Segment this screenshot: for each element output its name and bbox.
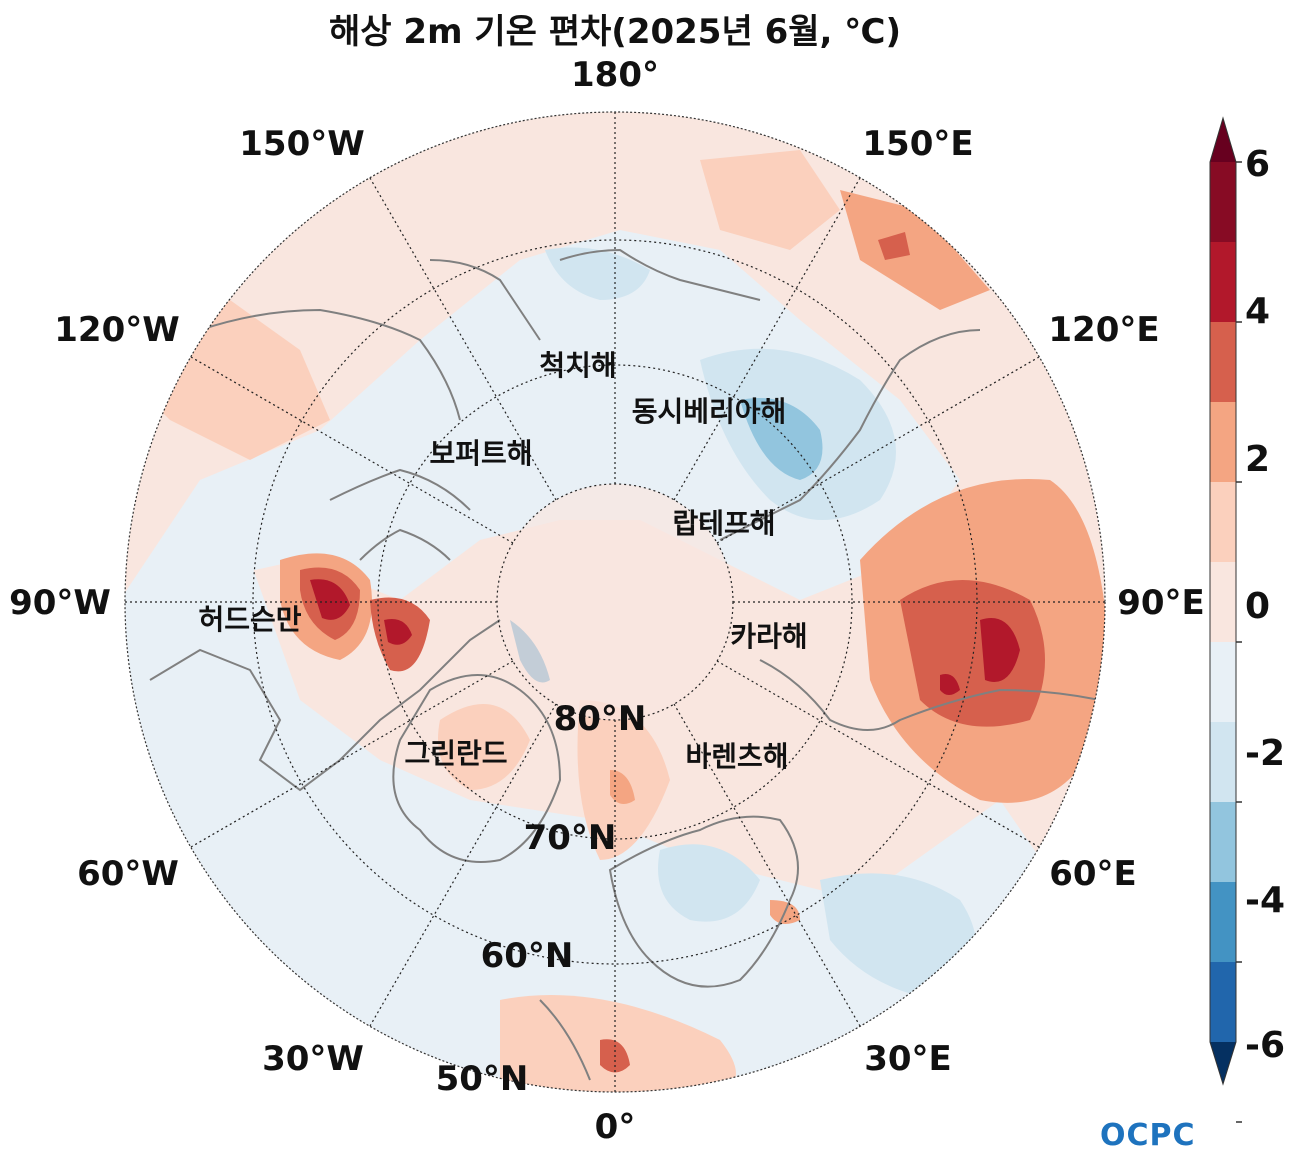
colorbar-segment [1210, 642, 1236, 723]
coastlines [149, 248, 1101, 1081]
colorbar-tick-label: -2 [1245, 733, 1285, 774]
colorbar-ticks: 6 4 2 0 -2 -4 -6 [1245, 144, 1285, 1066]
colorbar-tick-label: -4 [1245, 880, 1285, 921]
colorbar-segment [1210, 242, 1236, 323]
lat-label-70n: 70°N [524, 818, 617, 858]
region-label-chukchi-sea: 척치해 [539, 349, 616, 382]
colorbar-segment [1210, 482, 1236, 563]
colorbar-tick-label: 2 [1245, 439, 1270, 480]
lon-label-180: 180° [571, 55, 659, 95]
lat-label-80n: 80°N [554, 699, 647, 739]
region-label-kara-sea: 카라해 [730, 620, 807, 653]
colorbar-tick-label: -6 [1245, 1025, 1285, 1066]
lon-label-150w: 150°W [239, 124, 364, 164]
lon-label-120w: 120°W [54, 310, 179, 350]
region-label-hudson-bay: 허드슨만 [198, 603, 301, 636]
region-label-laptev-sea: 랍테프해 [672, 507, 775, 540]
colorbar-segment [1210, 962, 1236, 1043]
colorbar-segment [1210, 402, 1236, 483]
colorbar [1209, 116, 1242, 1123]
colorbar-extend-max [1210, 118, 1236, 162]
lon-label-90w: 90°W [9, 583, 111, 623]
colorbar-extend-min [1210, 1042, 1236, 1084]
colorbar-segment [1210, 722, 1236, 803]
region-label-barents-sea: 바렌츠해 [685, 740, 788, 773]
ocpc-logo: OCPC [1100, 1118, 1196, 1153]
lat-label-50n: 50°N [436, 1059, 529, 1099]
colorbar-outline [1209, 116, 1237, 1086]
lon-label-120e: 120°E [1048, 310, 1159, 350]
lon-label-90e: 90°E [1117, 583, 1205, 623]
colorbar-tick-label: 6 [1245, 144, 1270, 185]
lat-label-60n: 60°N [481, 936, 574, 976]
region-label-beaufort-sea: 보퍼트해 [429, 437, 532, 470]
colorbar-segment [1210, 882, 1236, 963]
lon-label-60w: 60°W [77, 854, 179, 894]
colorbar-tick-label: 0 [1245, 586, 1270, 627]
lon-label-30e: 30°E [864, 1039, 952, 1079]
region-label-east-siberian-sea: 동시베리아해 [632, 395, 787, 428]
map-boundary [124, 111, 1106, 1093]
lon-label-150e: 150°E [862, 124, 973, 164]
colorbar-segment [1210, 162, 1236, 243]
colorbar-tick-label: 4 [1245, 291, 1270, 332]
graticule [125, 112, 1105, 1092]
colorbar-segment [1210, 322, 1236, 403]
lon-label-0: 0° [595, 1107, 636, 1147]
colorbar-segment [1210, 562, 1236, 643]
region-label-greenland: 그린란드 [404, 737, 507, 770]
lon-label-60e: 60°E [1049, 854, 1137, 894]
map-title: 해상 2m 기온 편차(2025년 6월, ℃) [329, 12, 901, 52]
lon-label-30w: 30°W [262, 1039, 364, 1079]
colorbar-segment [1210, 802, 1236, 883]
